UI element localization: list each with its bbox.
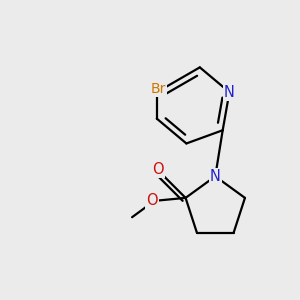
Text: O: O [152, 162, 164, 177]
Text: O: O [146, 194, 158, 208]
Text: Br: Br [151, 82, 166, 96]
Text: N: N [210, 169, 221, 184]
Text: N: N [224, 85, 235, 100]
